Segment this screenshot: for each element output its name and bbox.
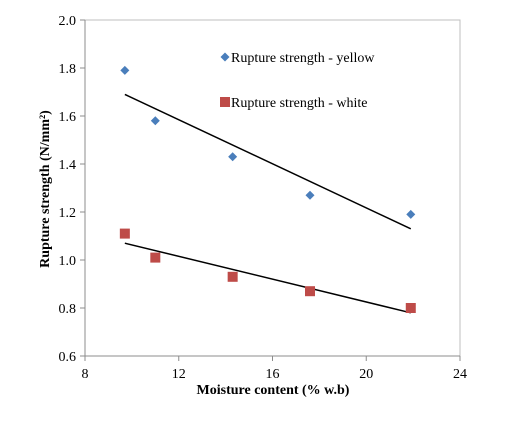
x-tick-label: 12 xyxy=(172,367,186,382)
y-tick-label: 1.8 xyxy=(59,62,77,77)
y-tick-label: 0.8 xyxy=(59,302,77,317)
x-tick-label: 16 xyxy=(266,367,280,382)
data-point-white xyxy=(305,286,315,297)
plot-frame xyxy=(84,19,461,357)
data-point-white xyxy=(405,303,416,313)
x-axis-title: Moisture content (% w.b) xyxy=(197,383,350,398)
axes xyxy=(80,19,461,361)
data-point-yellow xyxy=(228,152,238,162)
data-point-white xyxy=(150,252,161,263)
data-point-white xyxy=(227,271,238,282)
y-tick-label: 2.0 xyxy=(59,14,77,29)
legend-label: Rupture strength - yellow xyxy=(231,51,375,66)
legend-marker-white xyxy=(220,97,230,107)
y-tick-label: 1.6 xyxy=(59,110,77,125)
legend-marker-yellow xyxy=(220,52,230,62)
y-axis-title: Rupture strength (N/mm²) xyxy=(38,110,53,268)
trendline-yellow xyxy=(124,93,412,230)
data-point-white xyxy=(119,228,130,239)
x-tick-label: 8 xyxy=(82,367,89,382)
trendline-white xyxy=(124,242,411,314)
data-point-yellow xyxy=(150,116,160,126)
legend: Rupture strength - yellow Rupture strengt… xyxy=(220,51,375,111)
data-point-yellow xyxy=(305,190,315,200)
data-point-yellow xyxy=(120,65,130,75)
x-tick-label: 20 xyxy=(359,367,373,382)
x-tick-label: 24 xyxy=(453,367,467,382)
data-marks xyxy=(119,65,416,314)
legend-label: Rupture strength - white xyxy=(231,96,367,111)
plot-area xyxy=(84,19,461,357)
data-point-yellow xyxy=(406,209,416,219)
y-tick-label: 1.2 xyxy=(59,206,77,221)
y-tick-label: 0.6 xyxy=(59,350,77,365)
y-tick-label: 1.0 xyxy=(59,254,77,269)
tick-labels: 8 12 16 20 24 0.6 0.8 1.0 1.2 1.4 1.6 1.8 2.0 xyxy=(59,14,468,382)
y-tick-label: 1.4 xyxy=(59,158,77,173)
